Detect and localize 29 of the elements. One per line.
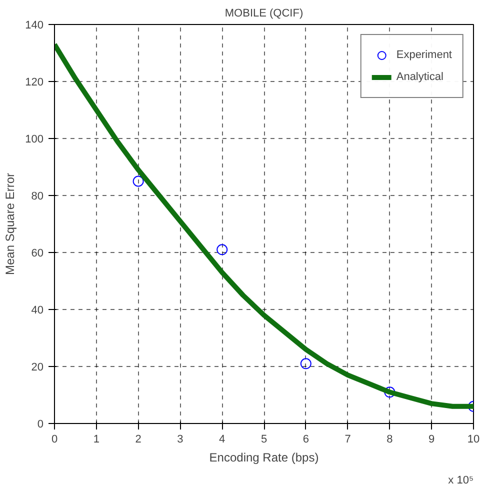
x-tick-label: 10 — [467, 434, 480, 446]
x-tick-label: 3 — [177, 434, 184, 446]
x-tick-label: 1 — [93, 434, 100, 446]
legend-label: Analytical — [396, 71, 444, 83]
point — [300, 358, 312, 370]
x-tick-label: 2 — [135, 434, 142, 446]
x-tick-label: 0 — [51, 434, 58, 446]
y-axis-title: Mean Square Error — [3, 172, 18, 276]
point — [216, 244, 228, 256]
point — [132, 176, 144, 187]
y-tick-label: 120 — [25, 76, 44, 88]
y-tick-label: 100 — [25, 134, 44, 146]
x-axis-title: Encoding Rate (bps) — [209, 450, 319, 464]
x-tick-label: 4 — [219, 434, 226, 446]
point — [384, 386, 396, 398]
chart-title: MOBILE (QCIF) — [224, 8, 304, 20]
legend-label: Experiment — [396, 49, 452, 61]
x-tick-label: 7 — [344, 434, 351, 446]
x-tick-label: 9 — [428, 434, 435, 446]
x-tick-label: 6 — [302, 434, 309, 446]
y-tick-label: 20 — [31, 362, 44, 374]
x-tick-label: 5 — [260, 434, 268, 446]
y-tick-label: 0 — [37, 418, 44, 430]
text: x 10⁵ — [448, 474, 474, 486]
y-tick-label: 80 — [31, 190, 44, 202]
y-tick-label: 60 — [31, 248, 44, 260]
y-tick-label: 40 — [31, 304, 44, 316]
y-tick-label: 140 — [25, 20, 44, 32]
x-tick-label: 8 — [386, 434, 393, 446]
